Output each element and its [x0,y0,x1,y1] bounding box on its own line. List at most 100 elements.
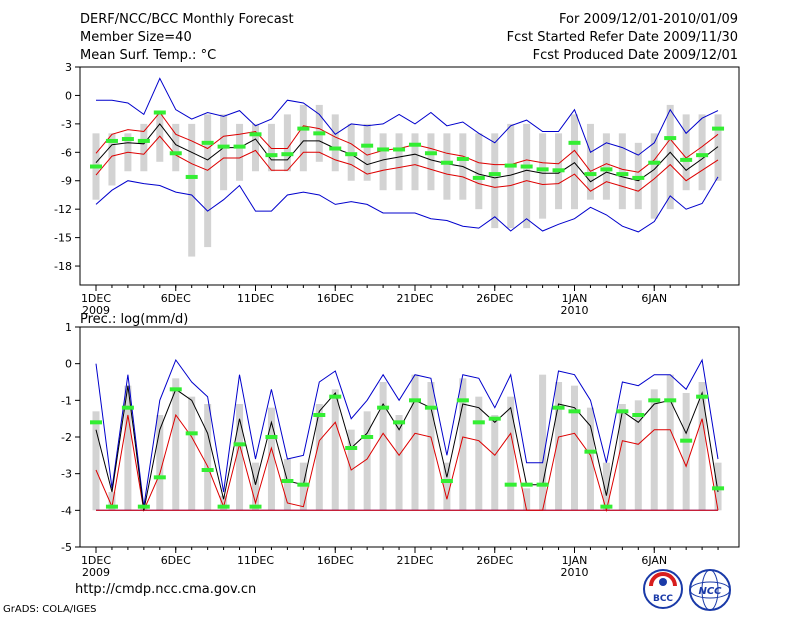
x-tick-label: 6DEC [161,292,191,305]
panel-title-precip: Prec.: log(mm/d) [80,312,188,327]
median-marker [488,416,501,421]
ensemble-bar [172,123,180,172]
ensemble-bar [539,133,547,219]
median-marker [185,174,198,179]
ensemble-bar [283,114,291,172]
median-marker [472,175,485,180]
median-marker [361,143,374,148]
x-tick-year-label: 2010 [561,304,589,317]
ensemble-bar [682,114,690,191]
median-marker [185,431,198,436]
ensemble-bar [475,396,483,511]
ensemble-bar [395,415,403,511]
produced-date: Fcst Produced Date 2009/12/01 [532,48,738,63]
median-marker [249,132,262,137]
ensemble-bar [379,133,387,191]
median-marker [153,110,166,115]
median-marker [712,126,725,131]
bcc-logo-text: BCC [653,594,673,604]
ensemble-bar [427,133,435,191]
x-tick-label: 1JAN [562,554,588,567]
median-marker [680,157,693,162]
x-tick-label: 11DEC [237,554,274,567]
median-marker [520,482,533,487]
median-marker [233,144,246,149]
median-marker [393,420,406,425]
ensemble-bar [395,133,403,191]
ensemble-bar [220,114,228,191]
median-marker [393,147,406,152]
ensemble-bar [459,378,467,511]
ensemble-bar [204,114,212,248]
y-tick-label: -9 [61,175,72,188]
median-marker [217,144,230,149]
median-marker [552,405,565,410]
median-marker [377,147,390,152]
median-marker [552,168,565,173]
x-tick-year-label: 2009 [82,566,110,579]
x-tick-label: 6JAN [641,292,667,305]
ensemble-bar [714,114,722,181]
ensemble-bar [602,462,610,511]
median-marker [584,172,597,177]
x-tick-year-label: 2010 [561,566,589,579]
x-tick-label: 1DEC [81,554,111,567]
x-tick-year-label: 2009 [82,304,110,317]
median-marker [121,405,134,410]
median-marker [313,131,326,136]
median-marker [201,468,214,472]
ensemble-bar [252,123,259,172]
median-marker [600,504,613,509]
x-tick-label: 6DEC [161,554,191,567]
ensemble-bar [156,114,164,162]
median-marker [504,482,517,487]
ensemble-bar [411,133,419,191]
median-marker [281,152,294,157]
ensemble-bar [571,114,578,210]
y-tick-label: 1 [65,321,72,334]
median-marker [696,394,709,399]
chart-title: DERF/NCC/BCC Monthly Forecast [80,12,294,27]
ensemble-bar [586,407,594,511]
median-marker [616,409,629,414]
median-marker [440,479,453,483]
upper-band-line [95,111,719,173]
median-marker [361,435,374,439]
median-marker [520,164,533,169]
y-tick-label: 0 [65,89,72,102]
median-marker [329,146,342,151]
median-marker [153,475,166,480]
median-marker [712,486,725,491]
plot-frame [79,66,740,286]
median-marker [584,449,597,454]
median-marker [456,156,469,161]
ensemble-bar [698,382,706,511]
median-marker [488,172,501,177]
ensemble-bar [650,133,658,219]
y-tick-label: 0 [65,358,72,371]
source-url[interactable]: http://cmdp.ncc.cma.gov.cn [75,582,257,597]
median-marker [90,420,102,425]
start-date: Fcst Started Refer Date 2009/11/30 [506,30,738,45]
median-marker [265,435,278,439]
ensemble-bar [188,396,196,511]
y-tick-label: -4 [61,504,72,517]
y-tick-label: -6 [61,146,72,159]
median-marker [616,172,629,177]
x-tick-label: 1JAN [562,292,588,305]
median-marker [233,442,246,447]
x-tick-label: 26DEC [476,292,513,305]
median-marker [121,137,134,142]
ensemble-bar [315,404,323,511]
ensemble-bar [586,123,594,200]
median-marker [568,409,581,414]
median-marker [90,164,102,169]
ensemble-bar [571,385,578,511]
median-marker [536,167,549,172]
median-marker [169,387,182,392]
ensemble-bar [283,459,291,511]
ensemble-bar [602,133,610,200]
y-tick-label: -1 [61,394,72,407]
median-marker [297,482,310,487]
y-tick-label: -3 [61,118,72,131]
